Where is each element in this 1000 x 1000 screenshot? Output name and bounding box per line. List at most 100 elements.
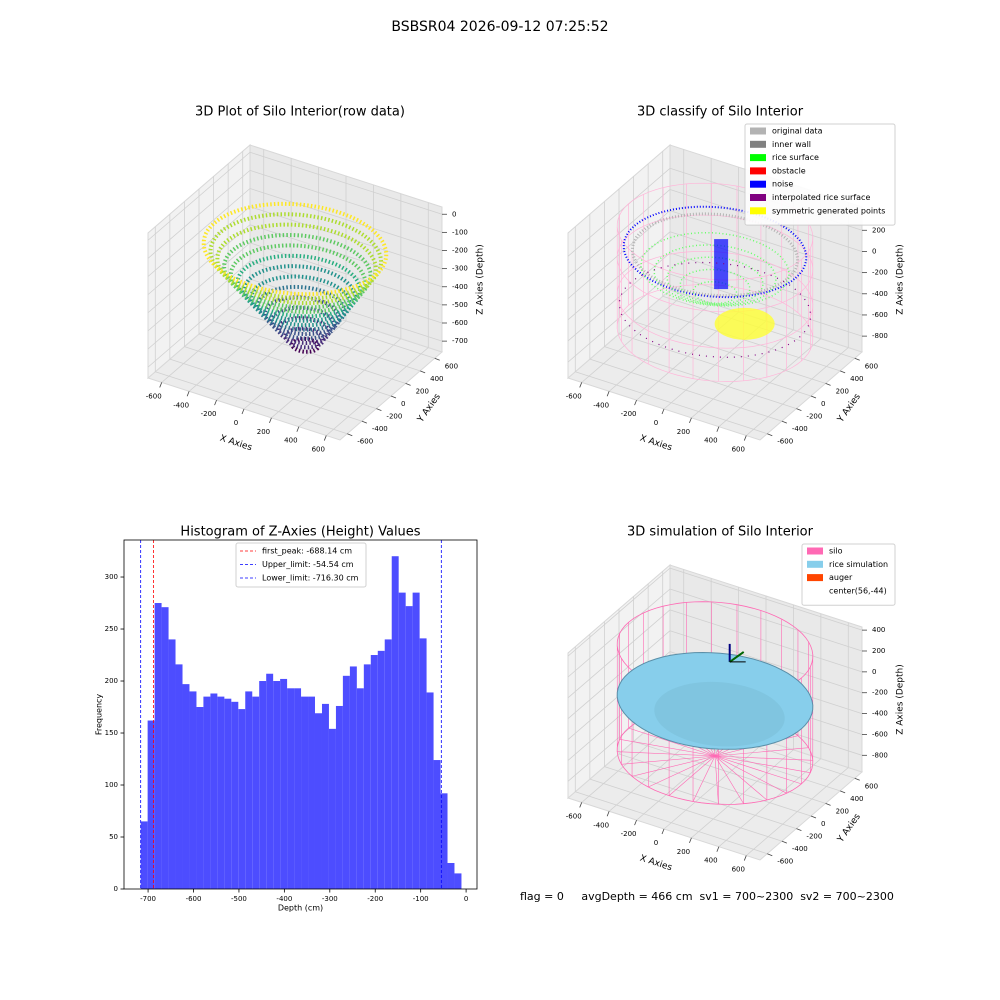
y-tick-label: -200: [806, 833, 822, 841]
x-axis-label: Depth (cm): [278, 904, 323, 913]
y-tick-label: 0: [821, 820, 825, 828]
z-tick-label: -600: [452, 319, 468, 327]
tick-mark: [214, 399, 217, 406]
tick-mark: [689, 417, 692, 424]
y-tick-label: 300: [105, 573, 118, 581]
tick-mark: [606, 391, 610, 397]
histogram-bar: [217, 696, 225, 889]
x-tick-label: 0: [654, 419, 658, 427]
tick-mark: [159, 382, 163, 388]
grid-line: [198, 333, 392, 397]
y-tick-label: 250: [105, 625, 118, 633]
histogram-bar: [161, 607, 169, 889]
legend-swatch: [807, 547, 823, 555]
histogram-bar: [294, 688, 302, 889]
x-tick-label: 200: [677, 848, 690, 856]
y-tick-label: 100: [105, 781, 118, 789]
tick-mark: [434, 357, 440, 361]
point-cloud-ring: [215, 222, 378, 306]
grid-line: [184, 346, 377, 409]
tick-mark: [716, 426, 720, 432]
silo-wire: [616, 250, 814, 349]
tick-mark: [269, 417, 272, 424]
tick-mark: [376, 408, 382, 411]
y-tick-label: 200: [105, 677, 118, 685]
silo-wire: [714, 755, 813, 761]
grid-line: [648, 308, 841, 372]
x-tick-label: -400: [593, 401, 609, 409]
histogram-bar: [384, 639, 392, 889]
z-axis-label: Z Axies (Depth): [896, 664, 906, 735]
rice-ring: [640, 231, 790, 307]
grid-line: [669, 588, 863, 652]
point-cloud-ring: [276, 316, 331, 346]
tick-mark: [781, 840, 788, 844]
histogram-bar: [154, 603, 162, 889]
point-cloud-ring: [201, 201, 389, 297]
silo-wire: [631, 755, 716, 777]
histogram-bar: [398, 592, 406, 889]
grid-line: [249, 151, 443, 215]
subplot-title: 3D Plot of Silo Interior(row data): [195, 105, 405, 120]
histogram-bar: [203, 696, 211, 889]
subplot-title: 3D simulation of Silo Interior: [627, 525, 814, 540]
tick-mark: [810, 815, 817, 819]
legend-box: [801, 543, 896, 606]
plot-frame: [123, 539, 478, 890]
y-tick-label: -200: [386, 413, 402, 421]
generated-cloud: [714, 307, 775, 340]
tick-mark: [390, 395, 397, 399]
legend-label: rice simulation: [829, 560, 888, 569]
grid-line: [669, 567, 863, 631]
histogram-bar: [321, 703, 329, 889]
histogram-bar: [363, 664, 371, 889]
x-tick-label: -100: [413, 895, 429, 903]
grid-line: [249, 224, 443, 288]
grid-line: [567, 567, 671, 657]
grid-line: [249, 169, 443, 233]
y-tick-label: 600: [445, 362, 458, 370]
z-tick-label: -100: [452, 228, 468, 236]
grid-line: [147, 224, 251, 314]
histogram-bar: [287, 688, 295, 889]
y-tick-label: 400: [850, 375, 863, 383]
y-tick-label: 400: [430, 375, 443, 383]
legend-box: [744, 123, 896, 226]
z-axis-label: Z Axies (Depth): [476, 244, 486, 315]
x-tick-label: 0: [234, 419, 238, 427]
histogram-bar: [224, 698, 232, 889]
x-tick-label: -600: [566, 812, 582, 820]
legend-box: [235, 542, 367, 588]
tick-mark: [839, 370, 846, 374]
grid-line: [155, 371, 348, 435]
grid-line: [249, 242, 443, 306]
x-tick-label: -200: [201, 410, 217, 418]
silo-wire: [668, 755, 716, 796]
histogram-bar: [447, 863, 455, 889]
histogram-bar: [175, 664, 183, 889]
y-tick-label: 400: [850, 795, 863, 803]
silo-wire: [714, 755, 811, 773]
x-tick-label: -600: [146, 392, 162, 400]
grid-line: [169, 358, 362, 422]
auger-axis: [729, 651, 745, 663]
noise-cluster: [714, 239, 729, 290]
x-tick-label: -400: [173, 401, 189, 409]
tick-mark: [296, 426, 300, 432]
legend-swatch: [750, 154, 766, 162]
z-tick-label: -600: [872, 730, 888, 738]
histogram-bar: [440, 793, 448, 889]
z-tick-label: 200: [872, 226, 885, 234]
grid-line: [147, 151, 251, 241]
z-axis-label: Z Axies (Depth): [896, 244, 906, 315]
histogram-bar: [433, 760, 441, 889]
histogram-bar: [259, 681, 267, 889]
grid-line: [147, 260, 251, 350]
y-tick-label: -200: [806, 413, 822, 421]
subplot-title: 3D classify of Silo Interior: [637, 105, 804, 120]
x-tick-label: 0: [464, 895, 468, 903]
legend-swatch: [807, 587, 823, 595]
tick-mark: [767, 853, 773, 857]
y-tick-label: 200: [416, 387, 429, 395]
